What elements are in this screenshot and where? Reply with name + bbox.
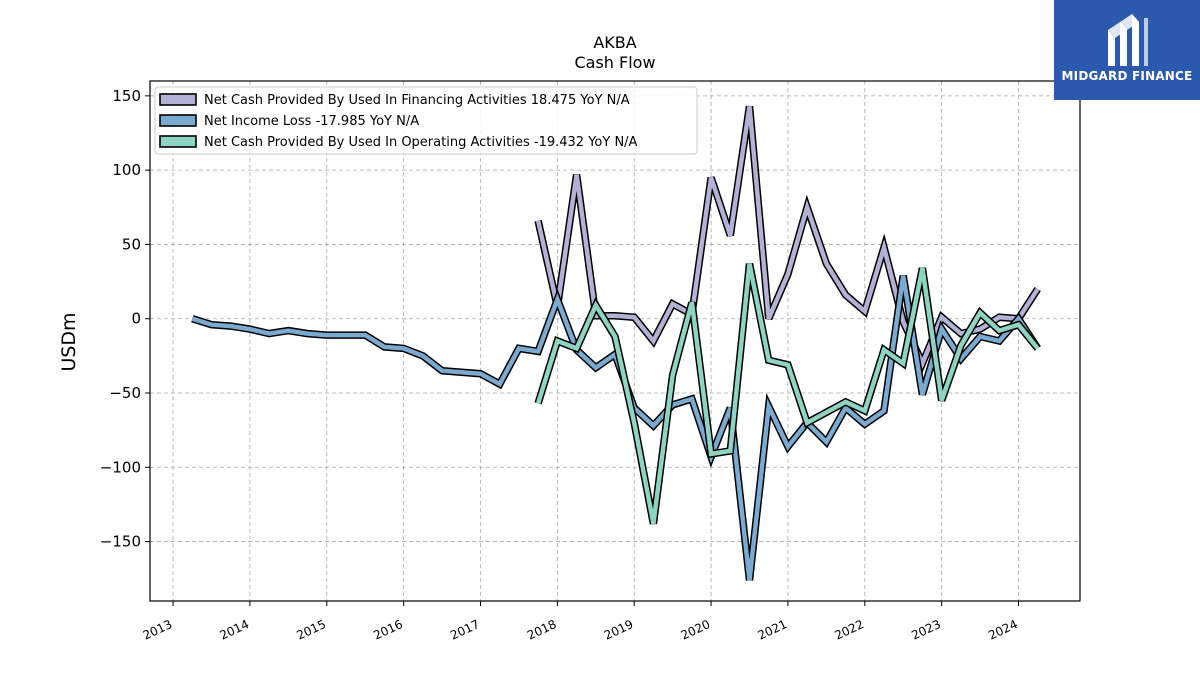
chart-title: AKBA bbox=[593, 33, 636, 52]
series-line bbox=[191, 275, 1040, 581]
logo-text: MIDGARD FINANCE bbox=[1061, 69, 1193, 83]
series-1 bbox=[534, 105, 1041, 373]
series-line-outline bbox=[534, 262, 1041, 525]
midgard-m-icon bbox=[1108, 14, 1148, 66]
x-tick-label: 2021 bbox=[756, 617, 790, 643]
legend-swatch bbox=[159, 114, 197, 127]
x-tick-label: 2017 bbox=[448, 617, 482, 643]
y-tick-label: 50 bbox=[122, 235, 141, 253]
legend-entry-label: Net Cash Provided By Used In Financing A… bbox=[204, 93, 630, 108]
legend-swatch bbox=[159, 135, 197, 148]
grid bbox=[150, 81, 1080, 601]
y-tick-label: 150 bbox=[112, 87, 141, 105]
x-tick-label: 2013 bbox=[141, 617, 175, 643]
legend: Net Cash Provided By Used In Financing A… bbox=[154, 86, 698, 155]
x-tick-label: 2024 bbox=[986, 617, 1020, 643]
y-axis-ticks: 150 100 50 0 −50 −100 −150 bbox=[100, 87, 150, 551]
series-lines bbox=[191, 105, 1041, 581]
series-line bbox=[535, 263, 1040, 525]
x-axis-ticks: 2013 2014 2015 2016 2017 2018 2019 2020 2021 2022… bbox=[141, 601, 1020, 643]
chart-subtitle: Cash Flow bbox=[574, 53, 655, 72]
x-tick-label: 2022 bbox=[832, 617, 866, 643]
x-tick-label: 2018 bbox=[525, 617, 559, 643]
x-tick-label: 2019 bbox=[602, 617, 636, 643]
legend-entry-label: Net Cash Provided By Used In Operating A… bbox=[204, 135, 638, 150]
y-tick-label: −100 bbox=[100, 458, 141, 476]
y-tick-label: 100 bbox=[112, 161, 141, 179]
x-tick-label: 2023 bbox=[909, 617, 943, 643]
legend-entry-label: Net Income Loss -17.985 YoY N/A bbox=[204, 114, 419, 129]
x-tick-label: 2016 bbox=[371, 617, 405, 643]
series-line bbox=[535, 105, 1040, 369]
x-tick-label: 2014 bbox=[218, 617, 252, 643]
x-tick-label: 2015 bbox=[294, 617, 328, 643]
legend-swatch bbox=[159, 93, 197, 106]
x-tick-label: 2020 bbox=[679, 617, 713, 643]
midgard-finance-logo: MIDGARD FINANCE bbox=[1054, 0, 1200, 100]
y-tick-label: −50 bbox=[109, 384, 141, 402]
y-tick-label: 0 bbox=[131, 310, 141, 328]
series-3 bbox=[534, 262, 1041, 525]
legend-box bbox=[154, 86, 698, 155]
plot-frame bbox=[149, 80, 1081, 602]
series-2 bbox=[191, 275, 1041, 581]
y-tick-label: −150 bbox=[100, 533, 141, 551]
y-axis-label: USDm bbox=[58, 312, 80, 371]
